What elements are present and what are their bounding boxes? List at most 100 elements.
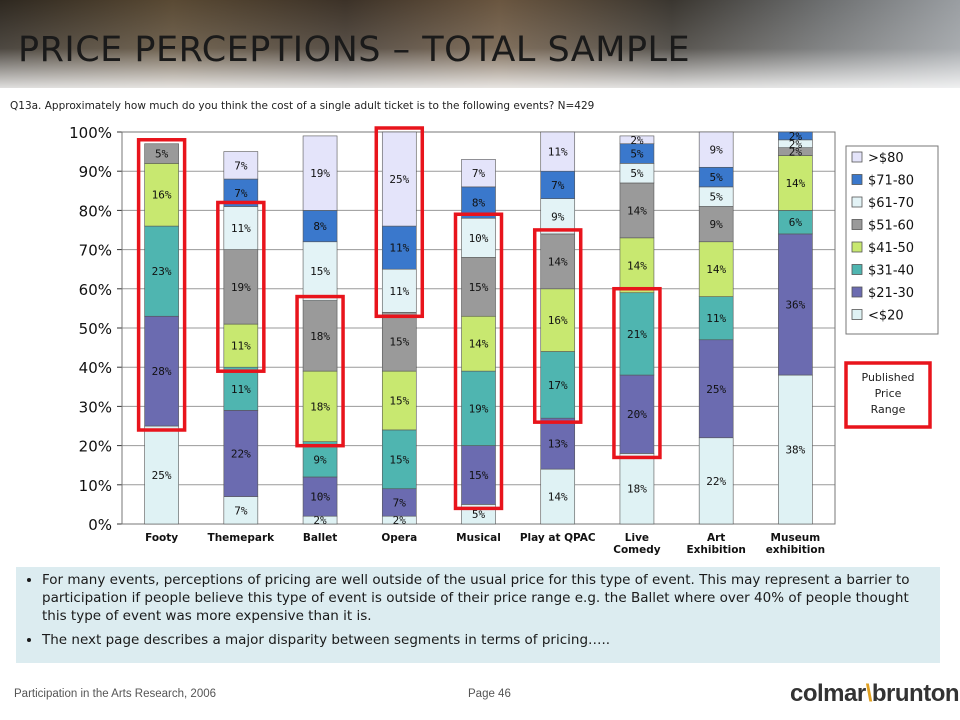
category-label: exhibition (766, 544, 825, 556)
bar-segment (223, 496, 259, 525)
data-label: 11% (706, 312, 726, 325)
data-label: 14% (627, 259, 647, 272)
bar-segment (619, 453, 655, 525)
data-label: 9% (551, 210, 565, 223)
data-label: 7% (472, 167, 486, 180)
bar-segment (698, 131, 734, 168)
legend-entry: $21-30 (868, 286, 914, 301)
y-tick-label: 50% (79, 320, 112, 338)
data-label: 5% (710, 171, 724, 184)
bar-segment (302, 370, 338, 442)
data-label: 15% (310, 265, 330, 278)
bar-segment (540, 198, 576, 235)
bar-segment (381, 488, 417, 517)
data-label: 19% (469, 402, 489, 415)
published-range-key (844, 361, 932, 429)
data-label: 2% (313, 514, 327, 527)
bar-segment (698, 339, 734, 439)
legend-swatch (851, 309, 863, 320)
legend-entry: $31-40 (868, 264, 914, 279)
data-label: 8% (472, 197, 486, 210)
bar-segment (619, 182, 655, 239)
category-label: Ballet (303, 532, 337, 544)
data-label: 7% (551, 179, 565, 192)
data-label: 17% (548, 379, 568, 392)
bar-segment (381, 312, 417, 372)
data-label: 5% (630, 148, 644, 161)
data-label: 5% (710, 191, 724, 204)
legend-swatch (851, 174, 863, 185)
bar-segment (144, 143, 179, 164)
bar-segment (619, 292, 655, 376)
bar-segment (302, 135, 338, 211)
bar-segment (698, 241, 734, 297)
published-range-key-label: Price (875, 387, 902, 400)
data-label: 15% (469, 281, 489, 294)
y-tick-label: 100% (69, 124, 112, 142)
bar-segment (461, 370, 496, 446)
data-label: 2% (789, 146, 803, 159)
data-label: 11% (548, 146, 568, 159)
data-label: 7% (234, 187, 248, 200)
data-label: 25% (706, 383, 726, 396)
y-tick-label: 10% (79, 477, 112, 495)
data-label: 9% (710, 218, 724, 231)
bar-segment (461, 159, 496, 188)
data-label: 21% (627, 328, 647, 341)
stacked-bar-chart: 0% 10% 20% 30% 40% 50% 60% 70% 80% 90% 100% 25% 28% 2… (69, 124, 939, 556)
published-range-box (453, 212, 504, 511)
data-label: 14% (706, 263, 726, 276)
data-label: 14% (785, 177, 805, 190)
bar-segment (381, 131, 417, 227)
legend-swatch (851, 151, 863, 163)
data-label: 6% (789, 216, 803, 229)
data-label: 2% (630, 134, 644, 147)
bar-segment (698, 296, 734, 341)
data-label: 8% (313, 220, 327, 233)
data-label: 7% (234, 159, 248, 172)
legend-swatch (851, 264, 863, 275)
data-label: 15% (389, 336, 409, 349)
y-tick-label: 0% (88, 516, 112, 534)
data-label: 19% (231, 281, 251, 294)
category-label: Art (707, 532, 725, 544)
data-label: 10% (310, 491, 330, 504)
bar-segment (540, 288, 576, 352)
header-banner-fade (0, 0, 960, 88)
bar-segment (540, 468, 576, 525)
data-label: 5% (472, 508, 486, 521)
data-label: 5% (630, 167, 644, 180)
bar-segment (540, 233, 576, 290)
data-label: 15% (389, 453, 409, 466)
bar-segment (619, 374, 655, 454)
data-label: 22% (231, 447, 251, 460)
data-label: 15% (469, 469, 489, 482)
published-range-box (295, 294, 345, 448)
bar-segment (302, 476, 338, 517)
published-range-key-label: Published (862, 371, 915, 384)
bar-segment (461, 315, 496, 372)
bar-segment (778, 374, 813, 525)
data-label: 14% (627, 204, 647, 217)
bar-segment (540, 131, 576, 172)
category-label: Musical (456, 532, 501, 544)
bar-segment (778, 155, 813, 211)
bar-segment (778, 131, 813, 141)
data-label: 11% (389, 285, 409, 298)
data-label: 7% (234, 504, 248, 517)
data-label: 19% (310, 167, 330, 180)
bar-segment (619, 237, 655, 294)
bar-segment (619, 135, 655, 145)
bar-segment (144, 163, 179, 227)
category-label: Comedy (613, 544, 660, 556)
data-label: 13% (548, 438, 568, 451)
y-tick-label: 20% (79, 438, 112, 456)
data-label: 38% (785, 444, 805, 457)
data-label: 18% (310, 400, 330, 413)
published-range-box (136, 138, 187, 432)
footer-report-name: Participation in the Arts Research, 2006 (14, 688, 217, 700)
data-label: 11% (231, 383, 251, 396)
data-label: 14% (548, 255, 568, 268)
data-label: 10% (469, 232, 489, 245)
data-label: 2% (789, 138, 803, 151)
